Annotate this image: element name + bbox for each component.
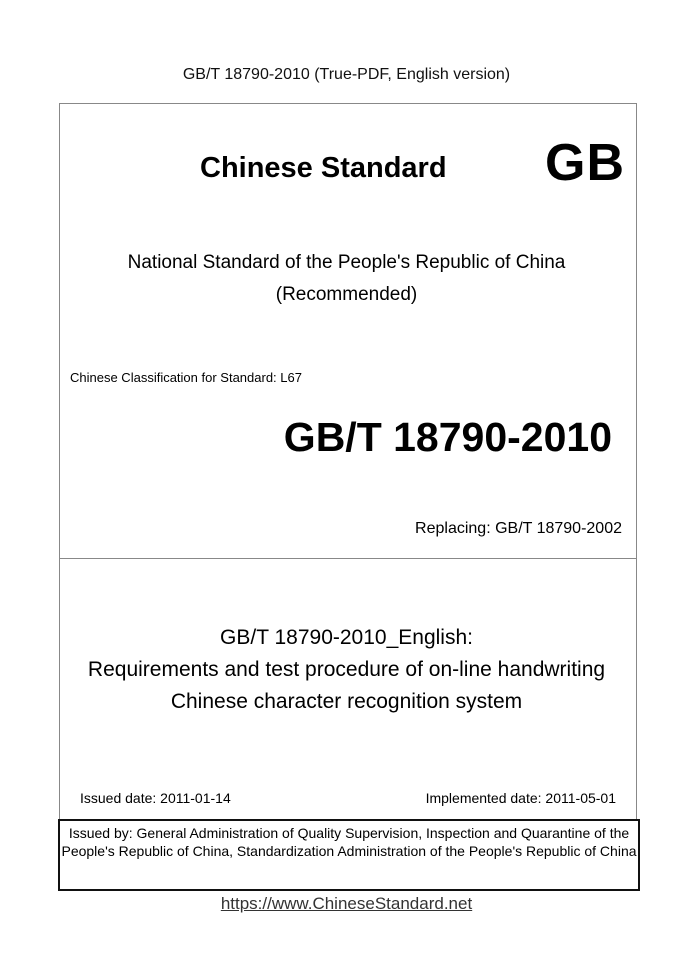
document-header: GB/T 18790-2010 (True-PDF, English versi… (182, 66, 511, 83)
issued-by-text: Issued by: General Administration of Qua… (61, 825, 637, 859)
recommended-line: (Recommended) (275, 284, 418, 305)
classification: Chinese Classification for Standard: L67 (70, 370, 302, 385)
website-link[interactable]: https://www.ChineseStandard.net (220, 894, 473, 913)
issued-by-box: Issued by: General Administration of Qua… (58, 819, 640, 891)
document-title-line: Requirements and test procedure of on-li… (87, 658, 606, 681)
implemented-date: Implemented date: 2011-05-01 (425, 790, 616, 806)
document-title-line: Chinese character recognition system (170, 690, 523, 713)
document-title-line: GB/T 18790-2010_English: (220, 626, 473, 649)
replacing-standard: Replacing: GB/T 18790-2002 (415, 520, 622, 537)
issued-date: Issued date: 2011-01-14 (80, 790, 231, 806)
gb-logo: GB (545, 134, 625, 192)
national-standard-line: National Standard of the People's Republ… (127, 252, 566, 273)
cover-frame (59, 103, 637, 820)
cover-divider (59, 558, 637, 559)
cover-heading: Chinese Standard (200, 152, 447, 184)
standard-number: GB/T 18790-2010 (283, 414, 612, 460)
